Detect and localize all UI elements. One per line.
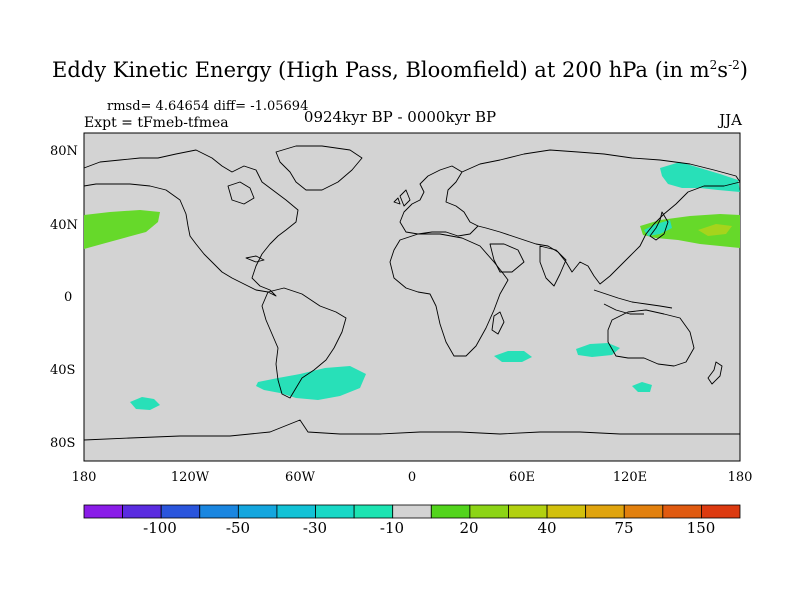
coast-new-zealand [707,361,723,385]
coastline-layer [83,145,741,441]
lon-label-180e: 180 [727,470,753,485]
season-label: JJA [719,111,742,129]
colorbar-swatch [122,504,162,519]
colorbar-label-5: 20 [459,519,479,537]
colorbar-swatch [315,504,355,519]
colorbar-label-6: 40 [537,519,557,537]
colorbar-swatch [160,504,201,519]
coast-australia [607,309,695,367]
coast-north-america [83,149,299,297]
coast-africa [389,233,509,357]
coast-india [539,245,567,287]
negative-anomaly-south-atlantic [256,366,366,400]
colorbar-swatch [546,504,587,519]
negative-anomaly-south-indian-west [494,351,532,362]
lon-label-60e: 60E [508,470,536,485]
colorbar-label-2: -50 [225,519,251,537]
coast-antarctica [83,419,740,441]
lat-label-80s: 80S [50,436,76,451]
lon-label-180w: 180 [71,470,97,485]
stats-text: rmsd= 4.64654 diff= -1.05694 [107,99,309,114]
colorbar-swatch [392,504,432,519]
coast-cuba [245,255,265,263]
lat-label-eq: 0 [64,290,73,305]
colorbar-swatch [508,504,548,519]
lon-label-120e: 120E [612,470,648,485]
experiment-label: Expt = tFmeb-tfmea [84,115,229,131]
colorbar-swatch [662,504,702,519]
negative-anomaly-south-pacific [130,397,160,410]
lat-label-40n: 40N [50,218,78,233]
colorbar-label-7: 75 [614,519,634,537]
coast-arabia [489,243,525,273]
colorbar-swatch [701,504,741,519]
colorbar-swatch [237,504,278,519]
lon-label-120w: 120W [170,470,210,485]
chart-title: Eddy Kinetic Energy (High Pass, Bloomfie… [52,58,748,82]
lat-label-80n: 80N [50,144,78,159]
colorbar-swatch [430,504,471,519]
colorbar-label-1: -100 [143,519,177,537]
coast-greenland [275,145,363,191]
negative-anomaly-sea-of-okhotsk [660,162,740,192]
colorbar [83,504,741,519]
negative-anomaly-japan [644,220,672,236]
lon-label-0: 0 [407,470,417,485]
period-label: 0924kyr BP - 0000kyr BP [303,108,497,126]
negative-anomaly-southern-ocean [632,382,652,392]
colorbar-swatch [353,504,394,519]
coast-asia [461,149,741,285]
coast-hudson-bay [227,181,255,205]
colorbar-swatch [276,504,316,519]
anomaly-layer [84,162,740,410]
map-background [83,132,741,462]
coast-madagascar [491,311,505,335]
coast-indonesia [593,289,673,315]
colorbar-label-3: -30 [302,519,328,537]
coast-south-america [261,287,347,399]
colorbar-swatch [83,504,123,519]
coast-japan [649,211,669,241]
positive-anomaly-npac-west [84,210,160,249]
colorbar-swatch [199,504,239,519]
colorbar-swatch [623,504,664,519]
coast-british-isles [393,189,411,207]
colorbar-swatch [585,504,625,519]
lon-label-60w: 60W [285,470,315,485]
colorbar-label-8: 150 [686,519,716,537]
colorbar-label-4: -10 [379,519,405,537]
strong-positive-anomaly [698,224,732,236]
coast-europe [399,165,479,237]
negative-anomaly-south-indian-east [576,343,620,357]
lat-label-40s: 40S [50,363,76,378]
colorbar-swatch [469,504,509,519]
